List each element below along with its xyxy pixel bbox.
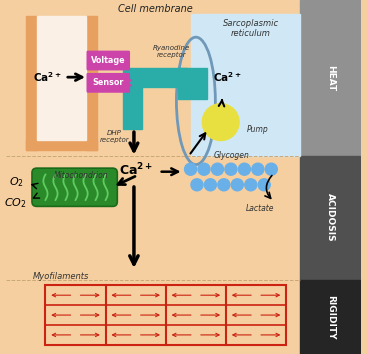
Text: $\mathbf{Ca^{2+}}$: $\mathbf{Ca^{2+}}$: [119, 162, 153, 178]
Bar: [190, 14, 300, 156]
Text: RIGIDITY: RIGIDITY: [326, 295, 335, 339]
Text: Pump: Pump: [247, 125, 269, 134]
FancyBboxPatch shape: [87, 51, 130, 70]
Text: $\mathit{CO}_2$: $\mathit{CO}_2$: [4, 197, 27, 210]
Circle shape: [211, 163, 224, 175]
Bar: [178, 68, 207, 99]
Bar: [300, 0, 360, 156]
Circle shape: [225, 163, 237, 175]
Text: Glycogen: Glycogen: [213, 151, 249, 160]
Bar: [86, 16, 97, 150]
Text: Myofilaments: Myofilaments: [33, 272, 90, 281]
Bar: [123, 68, 187, 87]
FancyBboxPatch shape: [87, 73, 130, 93]
Circle shape: [218, 179, 230, 191]
Bar: [300, 280, 360, 354]
Text: ACIDOSIS: ACIDOSIS: [326, 193, 335, 242]
Circle shape: [252, 163, 264, 175]
Bar: [37, 16, 86, 140]
Circle shape: [258, 179, 270, 191]
Text: Sarcoplasmic
reticulum: Sarcoplasmic reticulum: [223, 19, 279, 38]
Text: Mitochondrion: Mitochondrion: [54, 171, 108, 180]
Circle shape: [204, 179, 217, 191]
Text: $\mathbf{Ca^{2+}}$: $\mathbf{Ca^{2+}}$: [33, 70, 62, 84]
Bar: [123, 74, 142, 129]
Text: DHP
receptor: DHP receptor: [100, 130, 129, 143]
FancyBboxPatch shape: [32, 168, 117, 206]
Circle shape: [239, 163, 250, 175]
Circle shape: [202, 104, 239, 141]
Circle shape: [231, 179, 243, 191]
Circle shape: [185, 163, 197, 175]
Text: Sensor: Sensor: [92, 78, 124, 87]
Bar: [7, 0, 300, 354]
Text: Cell membrane: Cell membrane: [118, 4, 193, 14]
Circle shape: [191, 179, 203, 191]
Text: $\mathit{O}_2$: $\mathit{O}_2$: [9, 176, 24, 189]
Text: Ryanodine
receptor: Ryanodine receptor: [152, 45, 190, 58]
Bar: [26, 140, 97, 150]
Circle shape: [245, 179, 257, 191]
Text: HEAT: HEAT: [326, 65, 335, 91]
Text: Lactate: Lactate: [246, 204, 274, 213]
Text: Voltage: Voltage: [91, 56, 126, 65]
Bar: [26, 16, 37, 150]
Bar: [46, 285, 286, 345]
Text: $\mathbf{Ca^{2+}}$: $\mathbf{Ca^{2+}}$: [214, 70, 242, 84]
Circle shape: [198, 163, 210, 175]
Bar: [300, 156, 360, 280]
Circle shape: [265, 163, 277, 175]
